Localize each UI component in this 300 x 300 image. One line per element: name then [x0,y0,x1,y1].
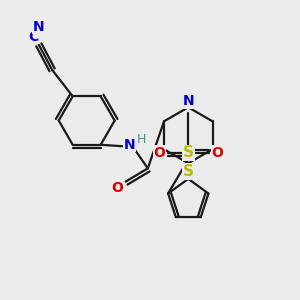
Text: C: C [28,30,39,44]
Text: S: S [183,146,194,160]
Text: S: S [183,164,194,179]
Text: N: N [123,138,135,152]
Text: H: H [136,133,146,146]
Text: N: N [33,20,45,34]
Text: O: O [154,146,165,160]
Text: N: N [182,94,194,108]
Text: O: O [211,146,223,160]
Text: O: O [111,181,123,195]
